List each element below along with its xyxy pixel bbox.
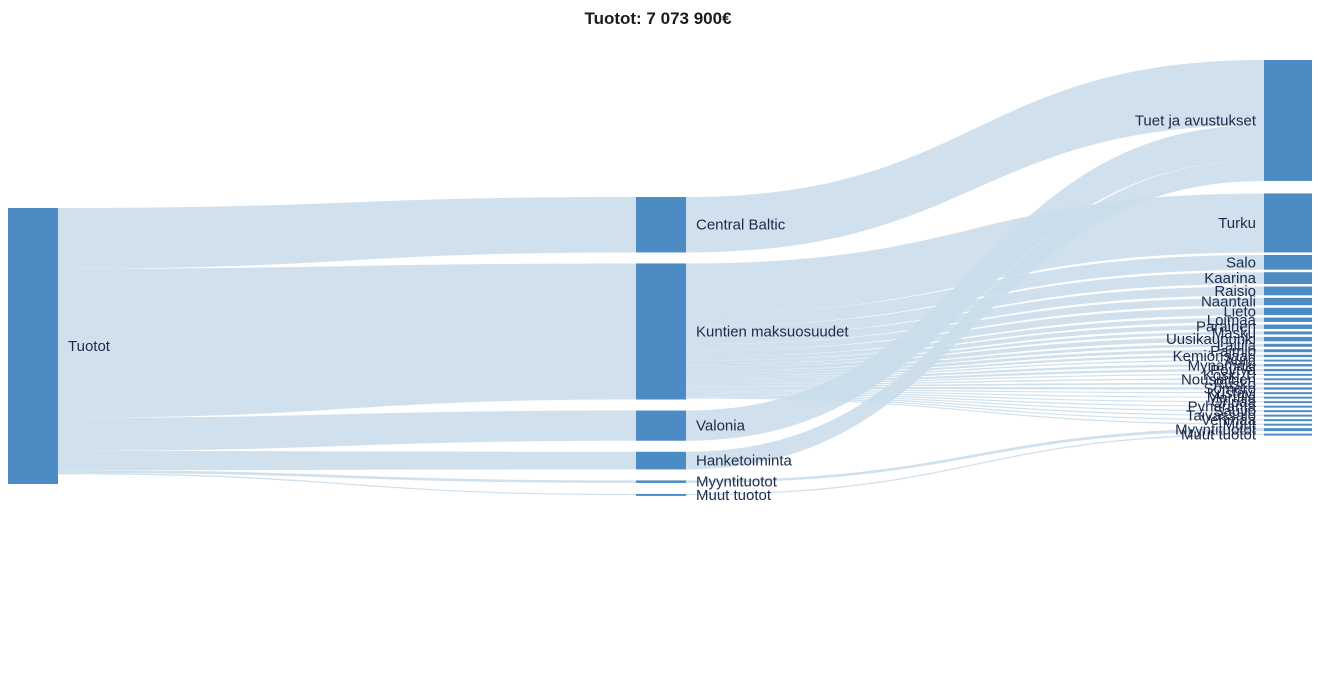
label-hanketoiminta-col1: Hanketoiminta [696,453,793,470]
node-uusikaupunki-col2 [1264,337,1312,341]
node-kustavi-col2 [1264,392,1312,394]
node-aura-col2 [1264,360,1312,362]
node-myyntituotot-col1 [636,480,686,483]
node-muut-col2 [1264,424,1312,426]
node-turku-col2 [1264,193,1312,252]
node-paimio-col2 [1264,349,1312,352]
node-taivassalo-col2 [1264,415,1312,417]
label-valonia-col1: Valonia [696,418,746,435]
node-lieto-col2 [1264,308,1312,315]
node-mynamaki-col2 [1264,364,1312,366]
node-poytya-col2 [1264,369,1312,371]
node-vehmaa-col2 [1264,419,1312,421]
flow-tuotot-to-kuntien-maksuosuudet [58,263,636,417]
node-marttila-col2 [1264,397,1312,399]
node-muut-tuotot-col2 [1264,434,1312,436]
node-muut-tuotot-col1 [636,494,686,496]
node-loimaa-col2 [1264,318,1312,322]
flow-tuotot-to-hanketoiminta [58,451,636,470]
node-naantali-col2 [1264,298,1312,305]
node-central-baltic-col1 [636,197,686,252]
node-koski-tl-col2 [1264,374,1312,376]
flow-tuotot-to-myyntituotot [58,470,636,483]
label-salo-col2: Salo [1226,254,1256,271]
node-tuotot-col0 [8,208,58,484]
node-salo-col2 [1264,255,1312,270]
node-parainen-col2 [1264,325,1312,329]
node-tuet-ja-avustukset-col2 [1264,60,1312,181]
flow-tuotot-to-central-baltic [58,197,636,269]
label-tuotot-col0: Tuotot [68,338,111,355]
node-masku-col2 [1264,331,1312,334]
node-valonia-col1 [636,411,686,441]
node-kuntien-maksuosuudet-col1 [636,263,686,399]
node-laitila-col2 [1264,344,1312,347]
node-raisio-col2 [1264,287,1312,296]
node-pyharanta-col2 [1264,406,1312,408]
label-central-baltic-col1: Central Baltic [696,217,786,234]
label-muut-tuotot-col1: Muut tuotot [696,487,772,504]
label-muut-tuotot-col2: Muut tuotot [1181,427,1257,444]
node-kaarina-col2 [1264,272,1312,284]
node-myyntituotot-col2 [1264,428,1312,431]
chart-title: Tuotot: 7 073 900€ [584,9,732,28]
node-nousiainen-col2 [1264,378,1312,380]
node-hanketoiminta-col1 [636,452,686,470]
label-kuntien-maksuosuudet-col1: Kuntien maksuosuudet [696,323,849,340]
label-tuet-ja-avustukset-col2: Tuet ja avustukset [1135,112,1257,129]
node-somero-col2 [1264,387,1312,389]
node-oripaa-col2 [1264,401,1312,403]
label-turku-col2: Turku [1218,215,1256,232]
node-rusko-col2 [1264,383,1312,385]
node-sauvo-col2 [1264,410,1312,412]
node-kemionsaari-col2 [1264,355,1312,357]
